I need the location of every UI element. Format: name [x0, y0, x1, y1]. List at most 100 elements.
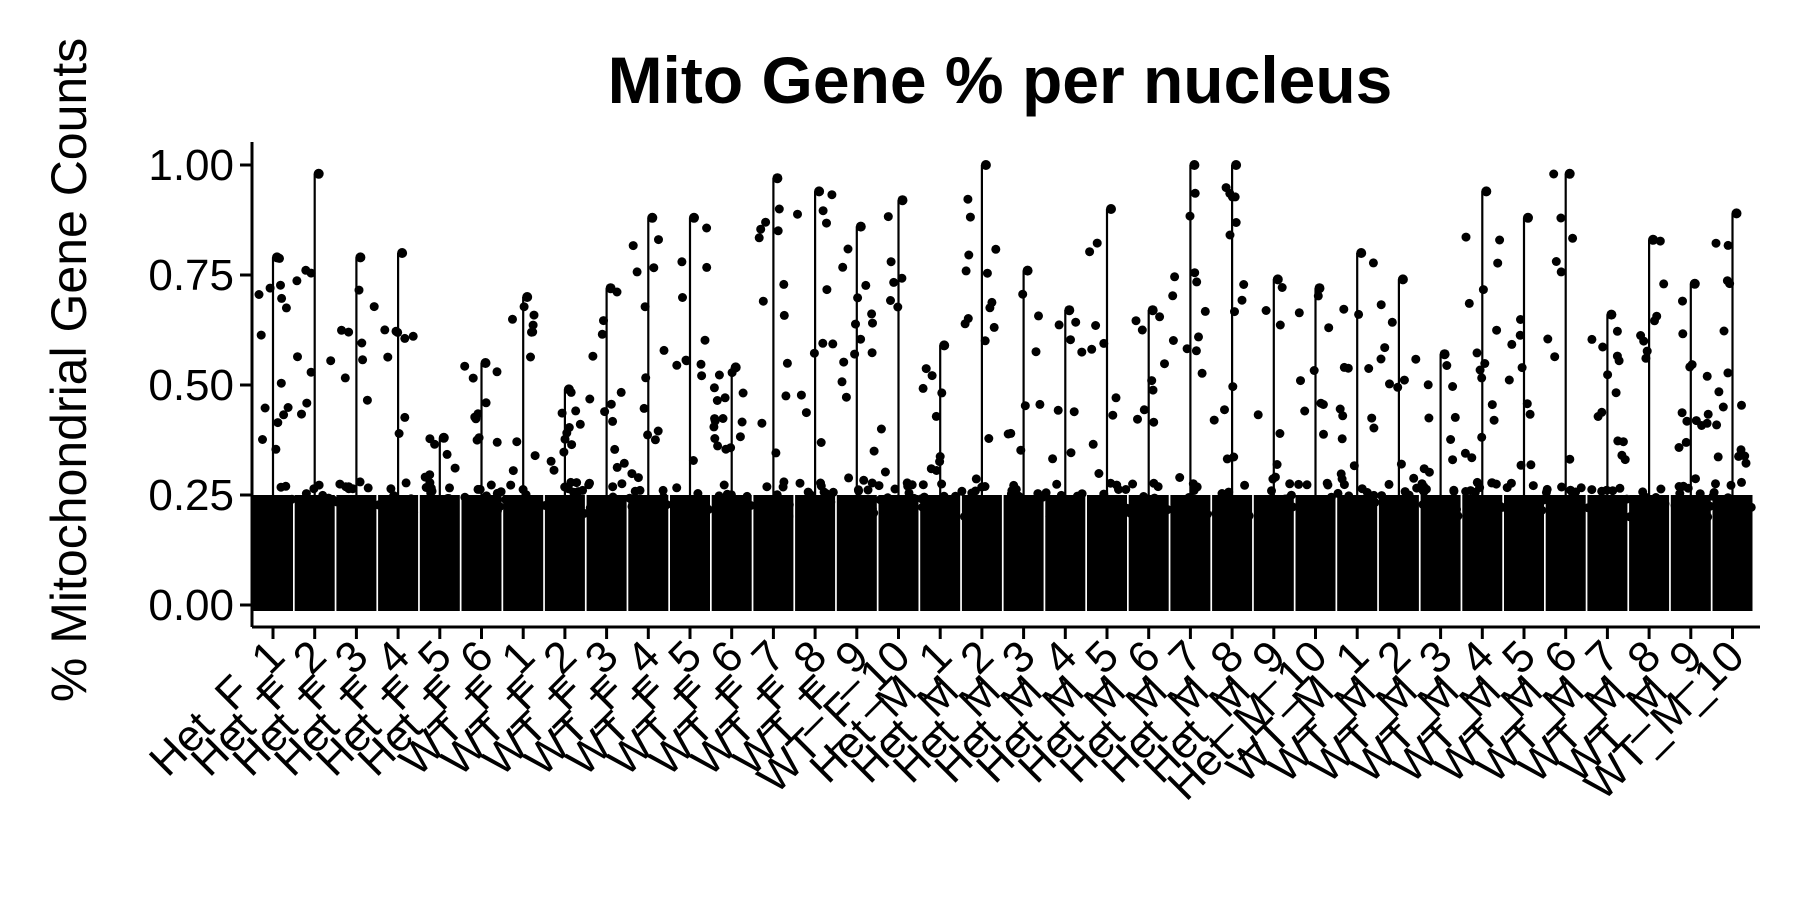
data-point-max	[397, 248, 408, 258]
data-point	[889, 277, 899, 287]
data-point	[369, 302, 379, 312]
data-point	[1477, 432, 1487, 442]
data-point	[890, 484, 900, 494]
data-point	[1718, 402, 1728, 412]
data-point	[774, 204, 784, 214]
data-point	[1197, 368, 1207, 378]
data-point	[1543, 334, 1553, 344]
data-point	[1285, 479, 1295, 489]
data-point-max	[1481, 186, 1492, 197]
data-point	[1370, 497, 1380, 507]
data-point	[600, 407, 610, 417]
data-point	[1614, 356, 1624, 366]
data-point	[1354, 309, 1364, 319]
data-point	[1339, 304, 1349, 314]
data-point	[1741, 458, 1751, 468]
data-point	[1367, 413, 1377, 423]
data-point	[918, 502, 927, 512]
data-point	[1714, 387, 1724, 397]
data-point	[859, 475, 869, 485]
data-point	[277, 293, 287, 303]
data-point	[318, 490, 328, 500]
data-point	[672, 483, 682, 493]
data-point	[1515, 330, 1525, 340]
data-point	[650, 435, 660, 445]
data-point	[521, 490, 531, 500]
data-point-max	[563, 384, 574, 395]
data-point	[1691, 416, 1701, 426]
data-point	[1391, 506, 1401, 516]
data-point	[643, 430, 653, 440]
data-point	[389, 491, 399, 501]
data-point	[649, 263, 659, 273]
category-group-Het_F_1	[253, 252, 297, 611]
data-point	[1396, 459, 1406, 469]
data-point	[1225, 230, 1235, 240]
data-point	[332, 497, 342, 507]
data-point	[1504, 500, 1514, 509]
data-point	[951, 491, 960, 501]
data-point	[1568, 233, 1578, 243]
data-point	[400, 333, 410, 343]
data-point	[1723, 368, 1733, 378]
data-point	[1551, 257, 1561, 266]
data-point	[586, 506, 596, 516]
data-point	[918, 480, 928, 490]
data-point	[702, 262, 712, 272]
data-point	[446, 507, 456, 517]
data-point	[633, 473, 643, 483]
data-point	[1056, 490, 1066, 500]
data-point-max	[1606, 309, 1617, 320]
data-point	[1343, 363, 1353, 373]
data-point	[760, 504, 770, 514]
data-point	[738, 388, 748, 398]
category-group-WT_F_10	[874, 195, 919, 611]
data-point	[1033, 489, 1043, 499]
data-point	[1077, 489, 1087, 499]
data-point	[617, 479, 627, 489]
data-point	[649, 495, 659, 505]
data-point-max	[1397, 274, 1408, 285]
category-group-Het_M_9	[1253, 274, 1298, 611]
data-point	[1598, 342, 1608, 352]
data-point	[573, 487, 583, 497]
data-point	[720, 393, 730, 403]
data-point	[1114, 485, 1123, 494]
data-point	[501, 495, 511, 505]
data-point	[426, 488, 436, 498]
data-point	[383, 352, 393, 362]
data-point	[1672, 508, 1682, 518]
data-point	[1713, 452, 1723, 462]
data-point	[712, 510, 722, 519]
data-point	[256, 330, 266, 340]
data-point	[957, 486, 967, 496]
data-point	[1228, 512, 1238, 522]
data-point	[1376, 354, 1386, 364]
data-point	[360, 501, 370, 511]
data-point	[1453, 511, 1463, 521]
data-point	[1492, 325, 1502, 335]
data-point	[1442, 511, 1452, 521]
data-point	[276, 378, 286, 388]
data-point	[677, 257, 687, 267]
data-point	[608, 416, 618, 426]
data-point	[863, 485, 873, 495]
data-point	[1180, 505, 1190, 515]
data-point	[1362, 488, 1372, 497]
data-point	[1220, 405, 1229, 415]
data-point	[1211, 508, 1221, 518]
data-point	[460, 492, 470, 502]
data-point	[773, 226, 783, 236]
data-point	[386, 484, 396, 494]
data-point	[897, 273, 907, 283]
data-point	[641, 373, 651, 383]
data-point	[1313, 291, 1323, 301]
data-point	[982, 268, 992, 278]
data-point	[1695, 489, 1705, 499]
data-point	[1041, 488, 1051, 498]
data-point	[273, 418, 283, 428]
data-point	[1261, 306, 1271, 315]
data-point	[771, 448, 781, 458]
data-point	[1678, 481, 1688, 491]
data-point	[1160, 359, 1169, 369]
